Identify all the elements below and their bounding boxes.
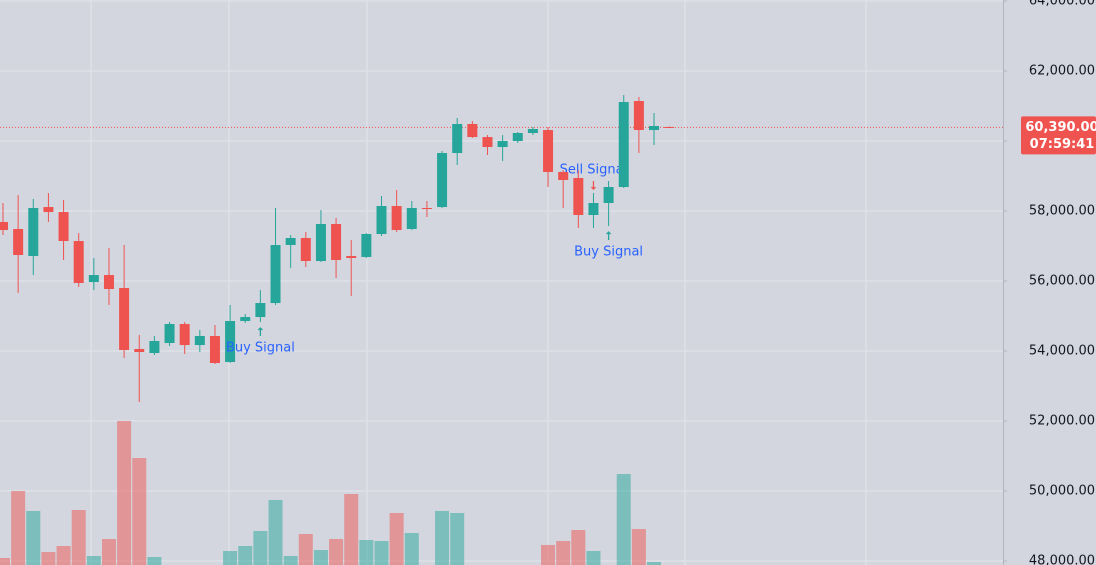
volume-bar xyxy=(541,545,556,565)
volume-bar xyxy=(571,530,586,565)
volume-bar xyxy=(283,556,298,565)
candle-body xyxy=(664,127,675,129)
candle-body xyxy=(406,208,417,230)
volume-bar xyxy=(223,551,238,565)
candle-body xyxy=(376,206,387,235)
candle-body xyxy=(361,234,372,258)
volume-bar xyxy=(435,511,450,565)
y-tick-label: 62,000.00 xyxy=(1029,64,1095,79)
buy-signal-label: Buy Signal xyxy=(574,245,643,260)
candle-body xyxy=(543,130,554,173)
volume-bar xyxy=(647,562,662,565)
candle-body xyxy=(482,137,493,147)
candle-body xyxy=(603,187,614,203)
y-tick-label: 48,000.00 xyxy=(1029,554,1095,565)
last-price-label: 60,390.00 xyxy=(1025,120,1096,135)
candle-body xyxy=(618,102,629,188)
volume-bar xyxy=(344,494,359,565)
buy-signal-label: Buy Signal xyxy=(226,340,295,355)
volume-bar xyxy=(586,551,601,565)
candle-body xyxy=(315,223,326,262)
volume-bar xyxy=(329,539,344,565)
buy-arrow xyxy=(257,327,263,336)
candle-body xyxy=(179,324,190,346)
time-grid xyxy=(90,0,867,565)
volume-bar xyxy=(556,541,571,565)
candle-body xyxy=(270,244,281,304)
candle-body xyxy=(255,303,266,318)
y-tick-label: 64,000.00 xyxy=(1029,0,1095,9)
volume-bar xyxy=(11,491,26,565)
candle-body xyxy=(149,341,160,354)
candle-body xyxy=(73,241,84,284)
volume-bar xyxy=(238,546,253,565)
candle-body xyxy=(452,124,463,154)
volume-bar xyxy=(389,513,404,565)
volume-bar xyxy=(86,556,101,565)
sell-arrow xyxy=(591,181,596,190)
candle-body xyxy=(285,237,296,245)
candle-body xyxy=(240,317,251,322)
candle-body xyxy=(209,335,220,364)
volume-bar xyxy=(253,531,268,565)
candle-body xyxy=(134,349,145,353)
candle-body xyxy=(467,124,478,138)
buy-arrow xyxy=(606,231,612,241)
y-tick-label: 52,000.00 xyxy=(1029,414,1095,429)
volume-bar xyxy=(132,458,147,565)
volume-bar xyxy=(41,552,56,565)
volume-bar xyxy=(26,511,41,565)
candle-body xyxy=(497,141,508,147)
candle-body xyxy=(43,207,54,213)
volume-bar xyxy=(616,474,631,565)
volume-bar xyxy=(0,558,10,565)
candle-body xyxy=(88,275,99,283)
candle-body xyxy=(346,256,357,259)
candle-body xyxy=(573,178,584,216)
volume-bar xyxy=(117,421,132,565)
volume-bar xyxy=(147,557,162,565)
volume-bar xyxy=(359,540,374,565)
candle-body xyxy=(103,275,114,290)
volume-bar xyxy=(404,533,419,565)
volume-bar xyxy=(631,529,646,565)
volume-bar xyxy=(56,546,71,565)
last-price-badge xyxy=(1021,116,1096,155)
candle-body xyxy=(58,212,69,242)
candle-body xyxy=(649,125,660,131)
volume-bar xyxy=(298,534,313,565)
candle-body xyxy=(194,335,205,346)
candle-body xyxy=(421,208,432,210)
candle-body xyxy=(331,223,342,261)
candle-body xyxy=(28,208,39,257)
candle-body xyxy=(391,206,402,231)
candle-body xyxy=(300,237,311,262)
candle-body xyxy=(437,153,448,208)
y-tick-label: 54,000.00 xyxy=(1029,344,1095,359)
candle-body xyxy=(633,101,644,131)
volume-bar xyxy=(101,539,116,565)
candle-body xyxy=(527,129,538,133)
y-tick-label: 56,000.00 xyxy=(1029,274,1095,289)
volume-bar xyxy=(71,510,86,565)
volume-bar xyxy=(450,513,465,565)
candle-body xyxy=(13,229,24,256)
volume-bar xyxy=(374,541,389,565)
countdown-label: 07:59:41 xyxy=(1030,137,1095,152)
candle-body xyxy=(225,321,236,363)
sell-signal-label: Sell Signal xyxy=(560,163,628,178)
volume-bar xyxy=(313,550,328,565)
volume-bar xyxy=(268,500,283,565)
candle-body xyxy=(558,172,569,181)
y-tick-label: 50,000.00 xyxy=(1029,484,1095,499)
candle-body xyxy=(512,132,523,142)
candle-body xyxy=(0,222,8,231)
candle-body xyxy=(588,202,599,216)
candle-body xyxy=(119,288,130,350)
y-tick-label: 58,000.00 xyxy=(1029,204,1095,219)
candle-body xyxy=(164,324,175,343)
